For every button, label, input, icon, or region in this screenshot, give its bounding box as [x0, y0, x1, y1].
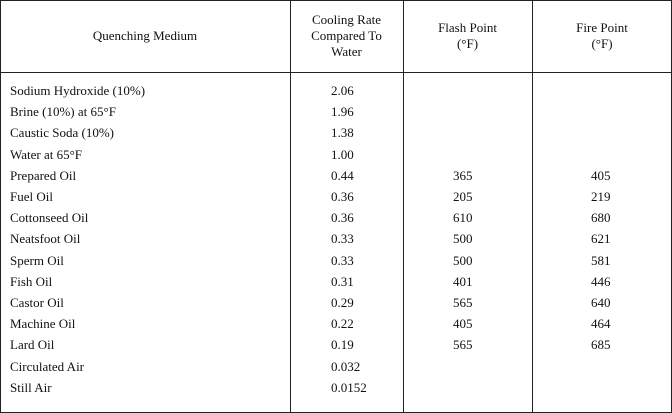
column-header: Fire Point (°F): [532, 0, 672, 72]
column-header: Cooling Rate Compared To Water: [290, 0, 403, 72]
medium-name: Lard Oil: [10, 337, 55, 353]
header-line: Flash Point: [438, 20, 497, 35]
header-line: Compared To: [311, 28, 382, 43]
medium-name: Caustic Soda (10%): [10, 125, 114, 141]
value-cell: 0.36: [331, 189, 354, 204]
column-header: Flash Point (°F): [403, 0, 532, 72]
medium-name: Prepared Oil: [10, 167, 77, 183]
medium-name: Brine (10%) at 65°F: [10, 104, 116, 120]
value-cell: 565: [453, 295, 473, 310]
value-cell: 405: [591, 167, 611, 183]
header-line: Cooling Rate: [312, 12, 381, 27]
value-cell: 581: [591, 252, 611, 268]
medium-name: Still Air: [10, 379, 52, 395]
value-cell: 365: [453, 167, 473, 183]
value-cell: 0.31: [331, 273, 354, 289]
value-cell: 610: [453, 210, 473, 226]
value-cell: 0.032: [331, 358, 361, 374]
value-cell: 401: [453, 273, 473, 289]
medium-name: Cottonseed Oil: [10, 210, 89, 226]
header-line: (°F): [456, 36, 479, 51]
value-cell: 680: [591, 210, 611, 226]
header-rule: [0, 72, 672, 73]
header-line: (°F): [591, 36, 613, 51]
value-cell: 621: [591, 231, 611, 247]
value-cell: 219: [591, 189, 611, 204]
header-line: Quenching Medium: [92, 28, 198, 43]
column-rule: [290, 0, 291, 413]
value-cell: 685: [591, 337, 611, 353]
value-cell: 405: [453, 316, 473, 332]
value-cell: 0.29: [331, 295, 354, 310]
value-cell: 500: [453, 231, 473, 247]
value-cell: 565: [453, 337, 473, 353]
value-cell: 1.38: [331, 125, 354, 141]
column-rule: [403, 0, 404, 413]
header-line: Fire Point: [576, 20, 628, 35]
value-cell: 0.36: [331, 210, 354, 226]
value-cell: 2.06: [331, 83, 354, 98]
value-cell: 446: [591, 273, 611, 289]
medium-name: Circulated Air: [10, 358, 85, 374]
medium-name: Water at 65°F: [10, 146, 83, 162]
value-cell: 0.0152: [331, 379, 367, 395]
medium-name: Machine Oil: [10, 316, 76, 332]
value-cell: 0.22: [331, 316, 354, 332]
column-rule: [532, 0, 533, 413]
medium-name: Fish Oil: [10, 273, 53, 289]
value-cell: 464: [591, 316, 611, 332]
value-cell: 0.33: [331, 231, 354, 247]
value-cell: 1.96: [331, 104, 354, 120]
medium-name: Neatsfoot Oil: [10, 231, 81, 247]
value-cell: 500: [453, 252, 473, 268]
medium-name: Sperm Oil: [10, 252, 64, 268]
value-cell: 1.00: [331, 146, 354, 162]
column-header: Quenching Medium: [0, 0, 290, 72]
value-cell: 205: [453, 189, 473, 204]
value-cell: 0.44: [331, 167, 354, 183]
medium-name: Fuel Oil: [10, 189, 53, 204]
value-cell: 640: [591, 295, 611, 310]
medium-name: Castor Oil: [10, 295, 64, 310]
value-cell: 0.33: [331, 252, 354, 268]
header-line: Water: [331, 44, 362, 59]
value-cell: 0.19: [331, 337, 354, 353]
medium-name: Sodium Hydroxide (10%): [10, 83, 146, 98]
